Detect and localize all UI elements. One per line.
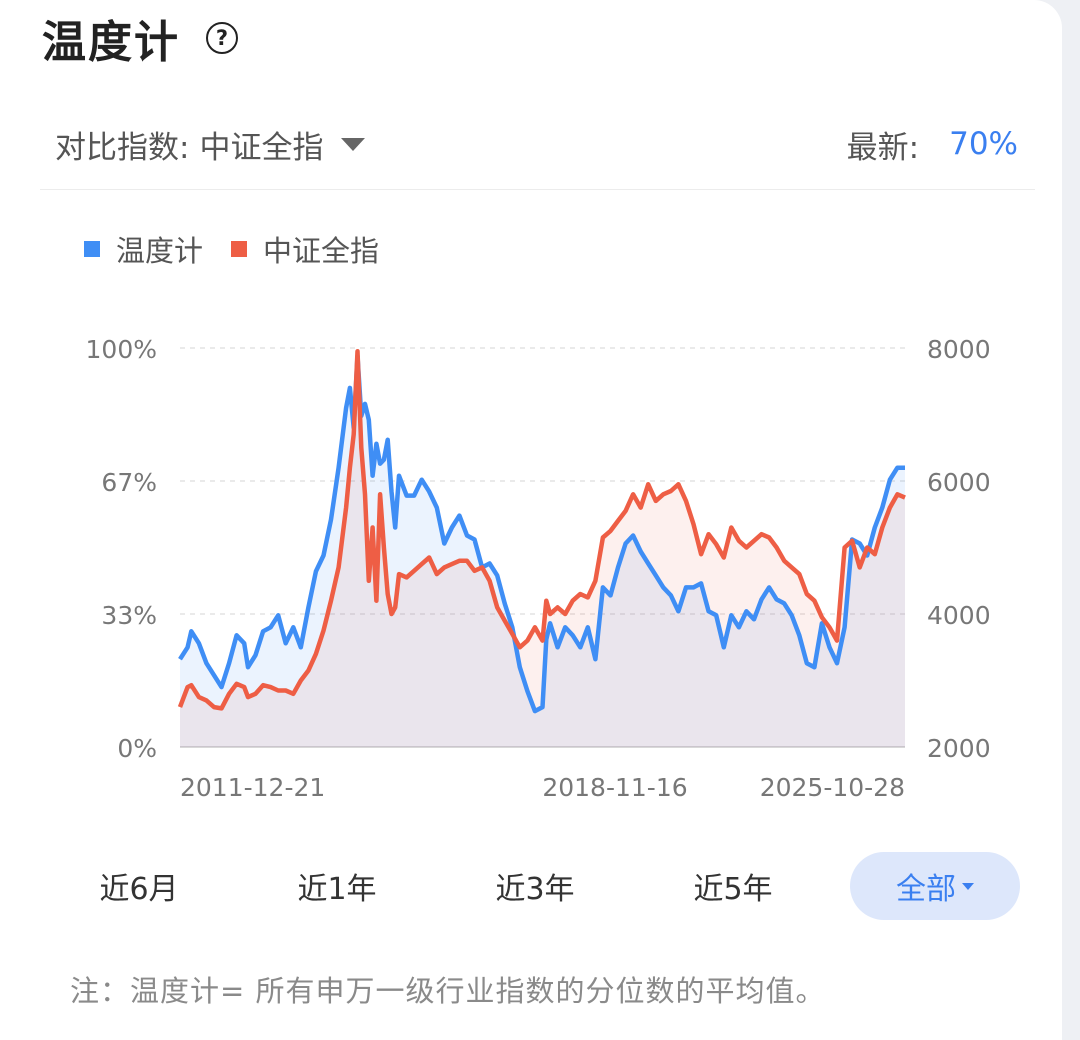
range-all-button[interactable]: 全部 — [850, 852, 1020, 920]
latest-value-block: 最新: 70% — [847, 122, 1018, 166]
y-right-tick-label: 2000 — [927, 734, 991, 763]
footnote: 注：温度计= 所有申万一级行业指数的分位数的平均值。 — [70, 974, 826, 1008]
series-line-index — [177, 349, 906, 711]
series-line-thermometer — [178, 353, 905, 714]
range-6m-button[interactable]: 近6月 — [99, 872, 179, 907]
legend-swatch-red — [231, 241, 248, 257]
y-left-tick-label: 67% — [101, 468, 157, 497]
y-right-tick-label: 4000 — [927, 601, 991, 630]
y-left-tick-label: 100% — [86, 335, 157, 364]
x-tick-label: 2025-10-28 — [760, 773, 905, 802]
legend-item-thermometer[interactable]: 温度计 — [84, 228, 203, 270]
range-1y-button[interactable]: 近1年 — [297, 872, 377, 907]
range-5y-button[interactable]: 近5年 — [693, 872, 773, 907]
line-chart[interactable]: 0% 2000 33% 4000 67% 6000 100% 8000 2011-12-21 20… — [0, 300, 1062, 820]
divider — [40, 189, 1035, 190]
page-title: 温度计 — [42, 17, 180, 68]
compare-value[interactable]: 中证全指 — [199, 129, 324, 166]
caret-down-icon — [962, 882, 974, 890]
question-circle-icon[interactable]: ? — [206, 22, 238, 54]
caret-down-icon[interactable] — [341, 137, 366, 151]
range-all-label: 全部 — [896, 872, 956, 907]
legend-label-thermometer: 温度计 — [116, 234, 204, 268]
chart-legend: 温度计 中证全指 — [84, 228, 407, 270]
latest-label: 最新: — [846, 129, 920, 166]
legend-label-index: 中证全指 — [263, 234, 380, 268]
y-right-tick-label: 8000 — [927, 335, 991, 364]
latest-value: 70% — [949, 126, 1018, 162]
compare-index-selector[interactable]: 对比指数: 中证全指 — [55, 122, 366, 166]
compare-label: 对比指数: — [55, 129, 190, 166]
legend-swatch-blue — [84, 241, 100, 257]
y-left-tick-label: 33% — [101, 601, 157, 630]
x-tick-label: 2018-11-16 — [542, 773, 687, 802]
range-selector: 近6月 近1年 近3年 近5年 全部 — [0, 852, 1062, 920]
title-row: 温度计 ? — [42, 10, 238, 68]
legend-item-index[interactable]: 中证全指 — [231, 228, 379, 270]
y-left-tick-label: 0% — [117, 734, 157, 763]
x-tick-label: 2011-12-21 — [180, 773, 325, 802]
range-3y-button[interactable]: 近3年 — [495, 872, 575, 907]
y-right-tick-label: 6000 — [927, 468, 991, 497]
